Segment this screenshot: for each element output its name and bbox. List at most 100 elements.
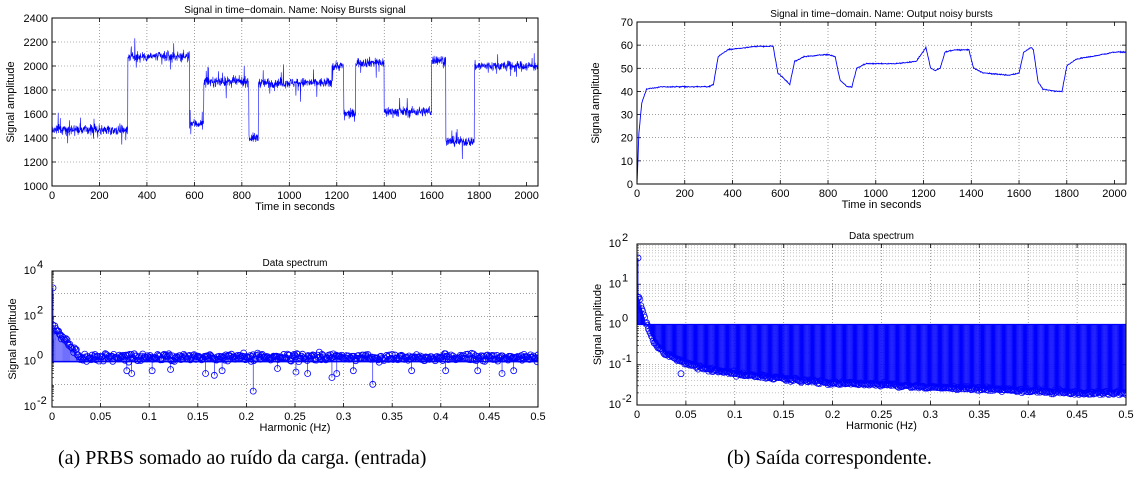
stem-outlier-marker <box>274 365 281 372</box>
y-tick-label: 10 <box>24 401 36 413</box>
stem-outlier-marker <box>304 370 312 377</box>
y-tick-exponent: 1 <box>622 272 628 284</box>
stem-marker <box>62 335 70 343</box>
stem-outlier-marker <box>218 367 226 375</box>
stem-marker <box>637 296 644 303</box>
x-tick-label: 600 <box>771 188 789 200</box>
y-tick-label: 40 <box>621 86 633 98</box>
x-tick-label: 0.2 <box>825 409 840 421</box>
x-tick-label: 0.15 <box>187 411 208 423</box>
y-tick-label: 10 <box>24 356 36 368</box>
y-tick-label: 0 <box>627 179 633 191</box>
stem-marker <box>512 354 519 362</box>
stem-outlier-marker <box>677 370 685 378</box>
x-tick-label: 0.2 <box>239 411 254 423</box>
x-tick-label: 0.15 <box>773 409 794 421</box>
x-tick-label: 0 <box>634 409 640 421</box>
stem-marker <box>689 361 696 369</box>
y-tick-label: 30 <box>621 110 633 122</box>
x-tick-label: 800 <box>819 188 837 200</box>
y-axis-label: Signal amplitude <box>592 284 604 365</box>
caption-a: (a) PRBS somado ao ruído da carga. (entr… <box>58 447 427 469</box>
chart-a-spectrum: 0 0.05 0.1 0.15 0.2 0.25 0.3 0.35 0.4 0.45 0.510 -2… <box>7 258 546 434</box>
stem-marker <box>889 381 897 389</box>
stem-marker <box>534 351 538 359</box>
x-tick-label: 1000 <box>864 188 888 200</box>
x-tick-label: 1400 <box>372 190 396 202</box>
stem-marker <box>69 345 76 353</box>
stem-peak-marker <box>52 284 57 292</box>
x-tick-label: 0.3 <box>336 411 351 423</box>
x-tick-label: 2000 <box>514 190 538 202</box>
x-tick-label: 2000 <box>1102 188 1126 200</box>
stem-marker <box>643 319 650 326</box>
stem-marker <box>1117 390 1125 397</box>
plot-frame <box>636 21 1127 185</box>
x-tick-label: 0.05 <box>90 411 111 423</box>
stem-outlier-marker <box>369 380 377 388</box>
x-tick-label: 1800 <box>467 190 491 202</box>
plot-frame <box>636 243 1127 406</box>
x-tick-label: 0.05 <box>675 409 696 421</box>
x-tick-label: 1000 <box>277 190 301 202</box>
stem-marker <box>71 344 78 352</box>
stem-marker <box>221 356 229 364</box>
x-tick-label: 0.4 <box>433 411 448 423</box>
x-axis-label: Harmonic (Hz) <box>846 420 917 432</box>
stem-marker <box>639 307 647 315</box>
stem-marker <box>1121 389 1126 397</box>
x-tick-label: 0.25 <box>871 409 892 421</box>
y-tick-label: 10 <box>609 359 621 371</box>
x-tick-label: 600 <box>185 190 203 202</box>
x-tick-label: 0 <box>634 188 640 200</box>
stem-outlier-marker <box>333 370 341 377</box>
y-tick-label: 10 <box>609 399 621 411</box>
y-tick-label: 60 <box>621 40 633 52</box>
y-tick-label: 10 <box>621 156 633 168</box>
y-tick-label: 1000 <box>24 181 48 193</box>
y-tick-label: 1800 <box>24 85 48 97</box>
chart-b-time-domain: 0 200 400 600 800 1000 1200 1400 1600 1800 2000 0 10… <box>590 9 1127 211</box>
stem-marker <box>68 344 76 352</box>
y-tick-label: 50 <box>621 63 633 75</box>
y-tick-label: 10 <box>609 238 621 250</box>
series-line-output <box>637 45 1126 184</box>
plot-frame <box>51 270 539 408</box>
x-tick-label: 0 <box>49 411 55 423</box>
x-axis-label: Harmonic (Hz) <box>260 422 331 434</box>
y-tick-exponent: 4 <box>37 259 43 271</box>
stem-marker <box>1122 391 1126 398</box>
stem-outlier-marker <box>292 368 300 376</box>
stem-outlier-marker <box>328 374 336 381</box>
stem-marker <box>388 350 396 358</box>
x-tick-label: 0.25 <box>284 411 305 423</box>
stem-outlier-marker <box>210 371 218 379</box>
caption-b: (b) Saída correspondente. <box>727 447 932 469</box>
stem-outlier-marker <box>474 367 482 375</box>
y-axis-label: Signal amplitude <box>590 62 602 143</box>
x-tick-label: 0.35 <box>381 411 402 423</box>
y-tick-label: 2200 <box>24 37 48 49</box>
x-tick-label: 0.35 <box>969 409 990 421</box>
y-tick-label: 2400 <box>24 13 48 25</box>
x-axis-label: Time in seconds <box>842 199 922 211</box>
x-tick-label: 200 <box>90 190 108 202</box>
stem-outlier-marker <box>249 387 257 395</box>
y-tick-exponent: 0 <box>37 350 43 362</box>
x-tick-label: 1800 <box>1055 188 1079 200</box>
plot-area <box>637 254 1126 399</box>
y-axis-label: Signal amplitude <box>5 61 17 142</box>
stem-outlier-marker <box>442 367 450 375</box>
x-tick-label: 1200 <box>325 190 349 202</box>
y-tick-exponent: -2 <box>37 395 47 407</box>
x-tick-label: 0.3 <box>923 409 938 421</box>
x-tick-label: 0.5 <box>530 411 545 423</box>
x-tick-label: 1200 <box>911 188 935 200</box>
stem-marker <box>642 319 649 327</box>
stem-marker <box>532 354 538 362</box>
chart-title: Signal in time−domain. Name: Output nois… <box>770 9 993 20</box>
plot-frame <box>51 17 539 187</box>
x-tick-label: 0.1 <box>727 409 742 421</box>
y-tick-label: 1400 <box>24 133 48 145</box>
stem-marker <box>533 358 538 366</box>
